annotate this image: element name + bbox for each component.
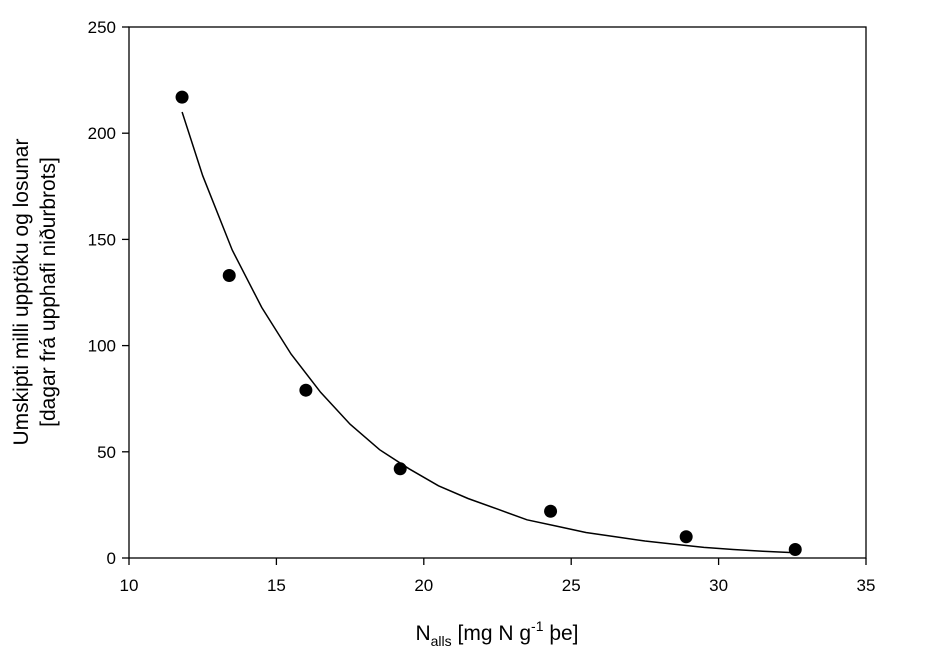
data-point <box>788 543 802 557</box>
x-axis-ticks: 10 15 20 25 30 35 <box>120 558 876 595</box>
fit-curve-line <box>181 111 796 554</box>
y-axis-title-line1: Umskipti milli upptöku og losunar <box>10 139 33 446</box>
x-tick-label: 35 <box>857 576 876 595</box>
x-tick-label: 10 <box>120 576 139 595</box>
x-tick-label: 30 <box>709 576 728 595</box>
data-point <box>299 383 313 397</box>
y-tick-label: 0 <box>107 549 116 568</box>
data-points <box>175 90 802 557</box>
y-tick-label: 150 <box>88 230 116 249</box>
y-tick-label: 50 <box>97 443 116 462</box>
y-axis-title-line2: [dagar frá upphafi niðurbrots] <box>37 157 60 427</box>
data-point <box>544 504 558 518</box>
y-tick-label: 200 <box>88 124 116 143</box>
data-point <box>222 269 236 283</box>
y-tick-label: 250 <box>88 18 116 37</box>
x-tick-label: 25 <box>562 576 581 595</box>
x-axis-title: Nalls [mg N g-1 þe] <box>415 618 578 649</box>
x-tick-label: 20 <box>414 576 433 595</box>
x-tick-label: 15 <box>267 576 286 595</box>
data-point <box>175 90 189 104</box>
y-tick-label: 100 <box>88 337 116 356</box>
data-point <box>679 530 693 544</box>
data-point <box>393 462 407 476</box>
plot-frame <box>128 26 867 559</box>
y-axis-ticks: 0 50 100 150 200 250 <box>88 18 129 568</box>
